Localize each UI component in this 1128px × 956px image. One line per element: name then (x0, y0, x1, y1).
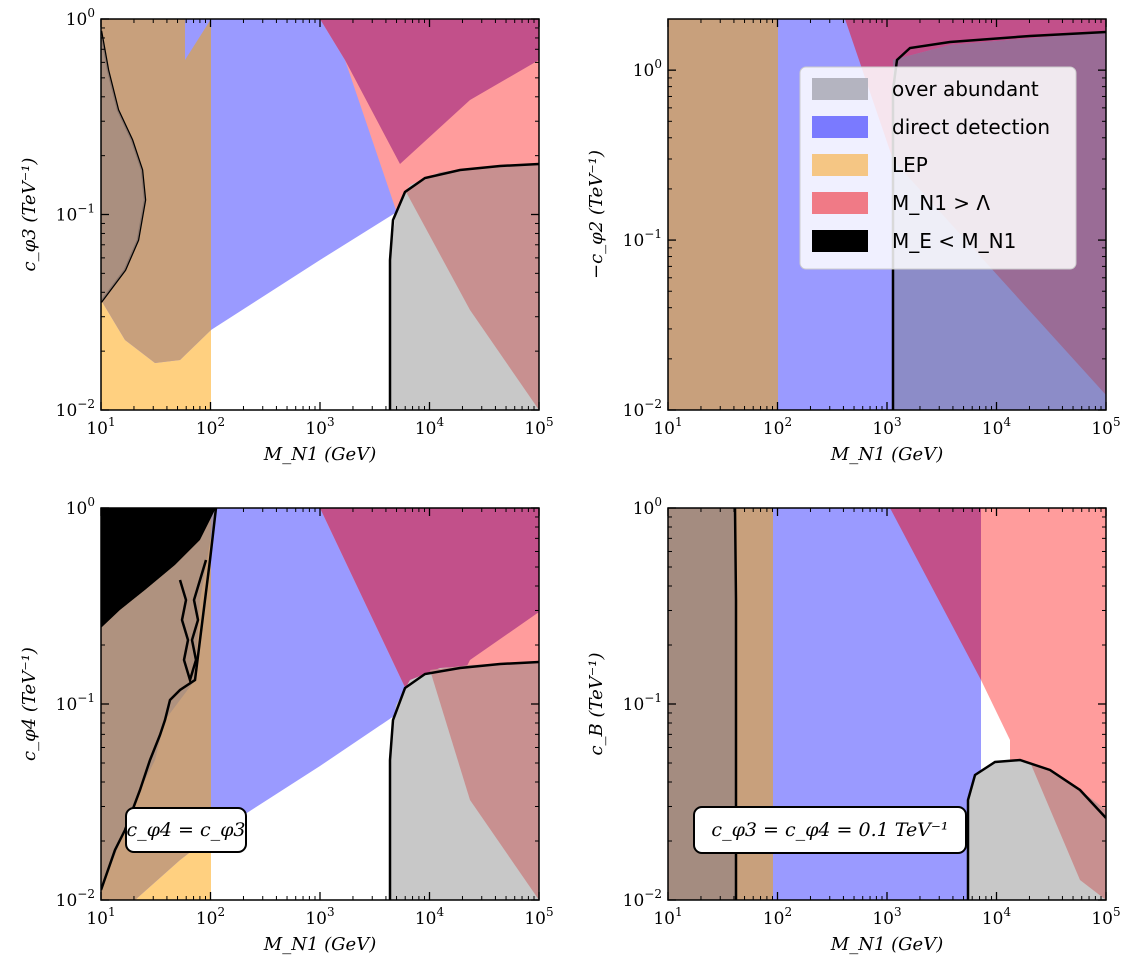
x-tick-label: 101 (653, 905, 682, 929)
br-annotation-text: c_φ3 = c_φ4 = 0.1 TeV⁻¹ (711, 819, 948, 841)
legend-label: LEP (892, 153, 928, 177)
x-tick-label: 102 (763, 905, 792, 929)
bl-contour-right (388, 660, 539, 900)
br-contour-right (966, 758, 1106, 900)
x-tick-label: 105 (524, 905, 553, 929)
y-axis-label: c_B (TeV⁻¹) (586, 652, 607, 755)
axes-layer: 101 102 103 104 105 10−2 10−1 100 M_N1 (GeV) c_φ3… (19, 6, 1121, 955)
x-tick-label: 102 (196, 415, 225, 439)
y-tick-label: 10−2 (623, 397, 662, 421)
bl-annotation: c_φ4 = c_φ3 (125, 807, 247, 853)
x-tick-label: 104 (415, 415, 445, 439)
y-axis-label: c_φ3 (TeV⁻¹) (19, 158, 40, 272)
panel-bottom-left: c_φ4 = c_φ3 (100, 507, 540, 901)
x-tick-label: 101 (653, 415, 682, 439)
tl-contour-right (388, 162, 539, 410)
y-tick-label: 10−1 (56, 691, 95, 715)
bl-contour-squiggle (178, 559, 208, 685)
bl-lambda-dd-overlap (320, 508, 539, 740)
x-axis-label: M_N1 (GeV) (263, 934, 376, 955)
y-axis-label: −c_φ2 (TeV⁻¹) (586, 150, 607, 279)
x-tick-label: 105 (1091, 905, 1120, 929)
y-tick-label: 10−1 (623, 227, 662, 251)
panel-bottom-right: c_φ3 = c_φ4 = 0.1 TeV⁻¹ (667, 507, 1107, 901)
x-tick-label: 102 (763, 415, 792, 439)
bl-annotation-text: c_φ4 = c_φ3 (126, 819, 245, 841)
y-tick-label: 10−2 (56, 397, 95, 421)
x-tick-label: 103 (872, 415, 901, 439)
x-tick-label: 105 (524, 415, 553, 439)
tl-contour-left-fill (101, 31, 145, 302)
x-axis-label: M_N1 (GeV) (830, 444, 943, 465)
br-annotation: c_φ3 = c_φ4 = 0.1 TeV⁻¹ (693, 806, 967, 854)
y-axis-label: c_φ4 (TeV⁻¹) (19, 647, 40, 761)
x-tick-label: 103 (305, 905, 334, 929)
legend-swatch (812, 154, 868, 176)
panel-top-left (100, 18, 540, 411)
x-axis-label: M_N1 (GeV) (830, 934, 943, 955)
legend-box (799, 66, 1077, 270)
y-tick-label: 10−1 (623, 691, 662, 715)
x-tick-label: 104 (415, 905, 445, 929)
legend-label: over abundant (892, 77, 1039, 101)
x-tick-label: 103 (305, 415, 334, 439)
x-tick-label: 105 (1091, 415, 1120, 439)
tl-lambda-dd-overlap (320, 19, 539, 164)
br-lambda-dd-overlap (890, 508, 981, 680)
x-tick-label: 101 (86, 415, 115, 439)
tl-lep-dd-overlap (101, 19, 211, 363)
y-tick-label: 10−2 (56, 887, 95, 911)
x-tick-label: 103 (872, 905, 901, 929)
legend-label: M_N1 > Λ (892, 191, 990, 215)
legend-label: M_E < M_N1 (892, 229, 1016, 253)
y-tick-label: 10−2 (623, 887, 662, 911)
y-tick-label: 100 (633, 57, 662, 81)
x-tick-label: 101 (86, 905, 115, 929)
x-tick-label: 104 (982, 905, 1012, 929)
x-tick-label: 102 (196, 905, 225, 929)
x-axis-label: M_N1 (GeV) (263, 444, 376, 465)
y-tick-label: 100 (633, 495, 662, 519)
bl-me-lt-mn1-region (101, 508, 216, 628)
legend-swatch (812, 78, 868, 100)
x-tick-label: 104 (982, 415, 1012, 439)
legend-label: direct detection (892, 115, 1050, 139)
y-tick-label: 10−1 (56, 202, 95, 226)
bl-over-abundant-lambda-overlap (430, 662, 539, 900)
tr-lep-region (668, 19, 778, 410)
tl-over-abundant-lambda-overlap (405, 164, 539, 410)
legend-swatch (812, 192, 868, 214)
legend-swatch (812, 116, 868, 138)
panel-top-right: over abundant direct detection LEP M_N1 > Λ… (667, 18, 1107, 411)
br-contour-left (733, 508, 738, 900)
bl-contour-left-fill (101, 508, 216, 890)
legend: over abundant direct detection LEP M_N1 > Λ… (799, 66, 1077, 270)
y-tick-label: 100 (66, 495, 95, 519)
legend-swatch (812, 230, 868, 252)
y-tick-label: 100 (66, 6, 95, 30)
